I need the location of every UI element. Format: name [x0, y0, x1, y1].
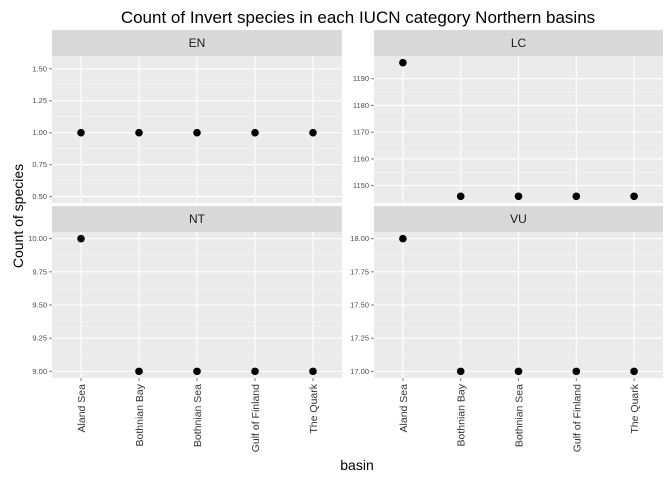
data-point [399, 234, 407, 243]
y-tick-label: 1.00 [32, 128, 47, 137]
facet-strip [52, 30, 342, 56]
x-axis-title: basin [340, 457, 373, 473]
y-tick-label: 17.50 [350, 301, 369, 310]
x-tick-label: Bothnian Bay [134, 383, 146, 446]
facet-strip-label: EN [189, 36, 206, 50]
facet-strip [374, 206, 663, 232]
data-point [456, 192, 465, 201]
y-tick-label: 1170 [353, 128, 369, 137]
data-point [193, 367, 201, 376]
y-tick-label: 9.00 [32, 367, 47, 376]
y-tick-label: 1.25 [32, 96, 47, 105]
y-tick-label: 9.25 [32, 334, 47, 343]
data-point [135, 128, 143, 137]
x-tick-label: Bothnian Sea [192, 384, 204, 447]
data-point [572, 367, 581, 376]
y-tick-label: 17.00 [350, 367, 369, 376]
facet-en: EN 0.50 0.75 1.00 1.25 1.50 [32, 30, 342, 203]
y-tick-label: 18.00 [350, 234, 369, 243]
data-point [630, 192, 638, 201]
x-tick-label: Bothnian Bay [456, 383, 468, 446]
x-tick-label: Bothnian Sea [514, 384, 526, 447]
y-tick-label: 1150 [353, 181, 369, 190]
x-tick-label: The Quark [629, 383, 641, 433]
facet-strip-label: NT [189, 212, 206, 226]
facet-nt: NT 9.00 9.25 9.50 9.75 10.00 Aland Sea Bothnian… [28, 206, 342, 452]
data-point [309, 128, 317, 137]
facet-strip-label: LC [511, 36, 527, 50]
y-tick-label: 17.75 [350, 267, 369, 276]
x-tick-label: Aland Sea [398, 384, 410, 433]
data-point [251, 128, 259, 137]
x-tick-label: Gulf of Finland [571, 384, 583, 452]
y-tick-label: 0.75 [32, 160, 47, 169]
data-point [251, 367, 259, 376]
y-tick-label: 0.50 [32, 192, 47, 201]
data-point [514, 367, 523, 376]
y-axis-title: Count of species [10, 164, 26, 268]
facet-vu: VU 17.00 17.25 17.50 17.75 18.00 Aland Sea Both… [350, 206, 663, 452]
data-point [456, 367, 465, 376]
data-point [77, 128, 85, 137]
y-tick-label: 1160 [353, 154, 369, 163]
facet-strip [52, 206, 342, 232]
y-tick-label: 1190 [353, 74, 369, 83]
y-tick-label: 10.00 [28, 234, 47, 243]
y-tick-label: 9.50 [32, 301, 47, 310]
data-point [399, 58, 407, 67]
x-tick-label: The Quark [308, 383, 320, 433]
y-tick-label: 9.75 [32, 267, 47, 276]
facet-panels: EN 0.50 0.75 1.00 1.25 1.50 LC 1150 1160 1170 1180… [28, 30, 663, 452]
y-tick-label: 1.50 [32, 64, 47, 73]
data-point [514, 192, 523, 201]
data-point [630, 367, 638, 376]
facet-strip [374, 30, 663, 56]
data-point [193, 128, 201, 137]
data-point [77, 234, 85, 243]
facet-lc: LC 1150 1160 1170 1180 1190 [353, 30, 663, 203]
y-tick-label: 17.25 [350, 334, 369, 343]
facet-strip-label: VU [510, 212, 527, 226]
data-point [572, 192, 581, 201]
x-tick-label: Gulf of Finland [250, 384, 262, 452]
y-tick-label: 1180 [353, 101, 369, 110]
chart-title: Count of Invert species in each IUCN cat… [121, 8, 595, 27]
data-point [309, 367, 317, 376]
data-point [135, 367, 143, 376]
x-tick-label: Aland Sea [76, 384, 88, 433]
